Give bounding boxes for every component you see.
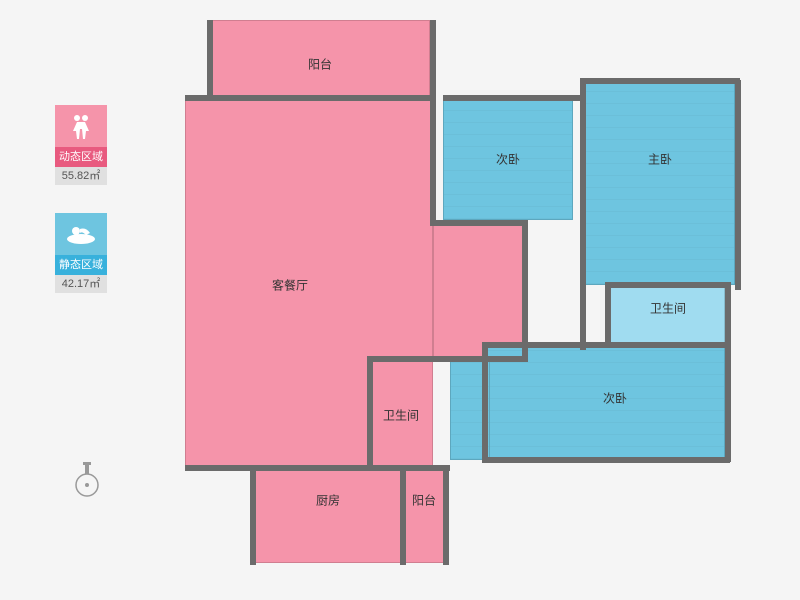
room-balcony-bot <box>403 468 445 563</box>
wall-1 <box>430 20 436 100</box>
wall-7 <box>367 356 373 471</box>
legend-dynamic-value: 55.82㎡ <box>55 167 107 185</box>
wall-6 <box>430 356 528 362</box>
wall-14 <box>580 80 586 350</box>
wall-15 <box>443 95 583 101</box>
wall-2 <box>207 20 213 100</box>
room-bath1 <box>370 360 433 468</box>
wall-20 <box>482 342 488 462</box>
wall-3 <box>430 98 436 223</box>
room-master <box>585 80 735 285</box>
legend: 动态区域 55.82㎡ 静态区域 42.17㎡ <box>55 105 107 321</box>
floor-plan: 阳台客餐厅厨房卫生间阳台次卧主卧卫生间次卧 <box>185 20 745 580</box>
legend-dynamic: 动态区域 55.82㎡ <box>55 105 107 185</box>
wall-19 <box>605 282 611 347</box>
room-bed2b <box>485 345 725 460</box>
legend-static: 静态区域 42.17㎡ <box>55 213 107 293</box>
static-zone-icon <box>55 213 107 255</box>
compass-icon <box>72 460 102 500</box>
legend-dynamic-label: 动态区域 <box>55 147 107 167</box>
legend-static-value: 42.17㎡ <box>55 275 107 293</box>
room-living-ext <box>433 220 525 360</box>
room-balcony-top <box>210 20 430 98</box>
wall-10 <box>250 465 256 565</box>
wall-13 <box>185 465 253 471</box>
legend-static-label: 静态区域 <box>55 255 107 275</box>
wall-9 <box>250 465 450 471</box>
wall-8 <box>367 356 435 362</box>
wall-12 <box>443 465 449 565</box>
wall-18 <box>605 282 725 288</box>
room-kitchen <box>253 468 403 563</box>
room-bath2 <box>610 285 725 345</box>
wall-16 <box>580 78 740 84</box>
wall-5 <box>522 220 528 360</box>
wall-23 <box>735 80 741 290</box>
wall-0 <box>185 95 433 101</box>
wall-4 <box>430 220 528 226</box>
dynamic-zone-icon <box>55 105 107 147</box>
wall-11 <box>400 465 406 565</box>
wall-22 <box>482 457 730 463</box>
room-bed2a <box>443 98 573 220</box>
wall-21 <box>725 282 731 462</box>
